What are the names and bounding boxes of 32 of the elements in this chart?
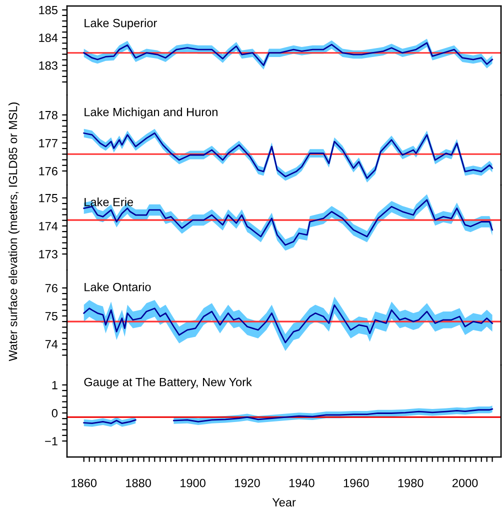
x-axis-title: Year xyxy=(272,498,296,507)
y-tick-label: 183 xyxy=(39,61,58,70)
x-tick-label: 2000 xyxy=(452,478,478,488)
y-tick-label: 176 xyxy=(39,167,58,176)
x-tick-label: 1920 xyxy=(235,478,260,488)
text: Lake Michigan and Huron xyxy=(84,108,218,119)
y-axis-title: Water surface elevation (meters, IGLD85 or MSL) xyxy=(8,102,20,362)
y-tick-label: 0 xyxy=(52,408,58,418)
text: Gauge at The Battery, New York xyxy=(84,378,252,389)
x-tick-label: 1940 xyxy=(289,478,314,488)
x-tick-label: 1960 xyxy=(344,478,369,488)
y-tick-label: 178 xyxy=(39,110,58,120)
y-tick-label: 184 xyxy=(39,34,58,42)
x-tick-label: 1880 xyxy=(126,478,152,488)
text: Lake Erie xyxy=(84,198,134,206)
y-tick-label: −1 xyxy=(45,437,58,446)
y-tick-label: 74 xyxy=(45,340,58,348)
y-tick-label: 175 xyxy=(39,194,58,202)
y-tick-label: 185 xyxy=(39,6,58,14)
line-series xyxy=(83,304,493,344)
x-tick-label: 1900 xyxy=(180,478,206,488)
y-tick-label: 1 xyxy=(52,381,58,390)
y-tick-label: 173 xyxy=(39,250,58,258)
y-tick-label: 75 xyxy=(45,312,58,320)
text: Lake Superior xyxy=(84,18,157,30)
y-tick-label: 174 xyxy=(39,222,58,230)
text: Lake Ontario xyxy=(84,282,151,292)
line-series xyxy=(83,42,493,66)
y-tick-label: 76 xyxy=(45,284,58,292)
y-tick-label: 177 xyxy=(39,139,58,148)
x-tick-label: 1980 xyxy=(398,478,424,488)
x-tick-label: 1860 xyxy=(72,478,97,488)
